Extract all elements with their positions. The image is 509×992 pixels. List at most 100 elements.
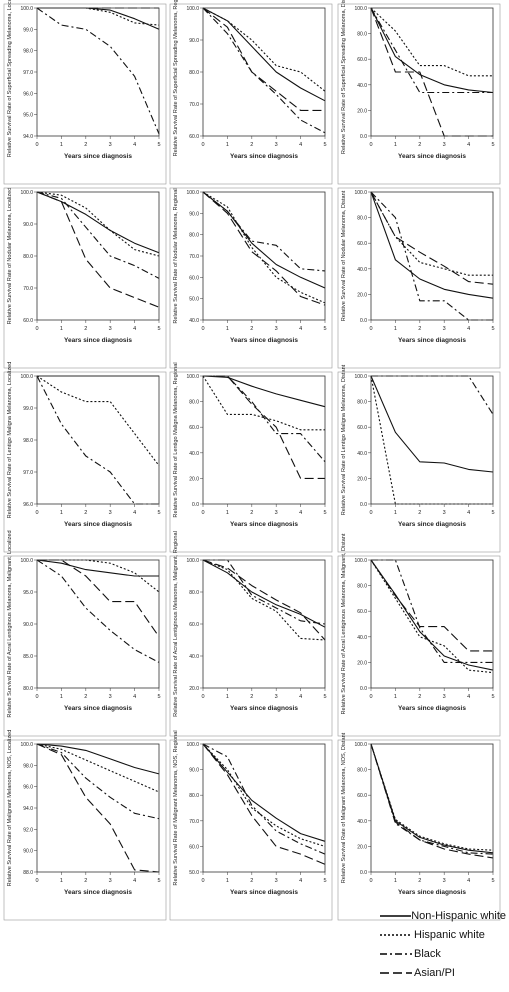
series-line bbox=[370, 191, 493, 276]
series-line bbox=[202, 191, 326, 306]
x-tick-label: 5 bbox=[323, 694, 326, 700]
y-tick-label: 80.0 bbox=[357, 216, 367, 222]
x-tick-label: 1 bbox=[60, 694, 63, 700]
y-tick-label: 100.0 bbox=[186, 190, 199, 196]
legend-item: Asian/PI bbox=[378, 963, 506, 982]
x-tick-label: 4 bbox=[133, 510, 136, 516]
series-line bbox=[202, 743, 326, 847]
x-tick-label: 3 bbox=[109, 694, 112, 700]
panel-border bbox=[337, 555, 501, 737]
y-tick-label: 100.0 bbox=[20, 6, 33, 12]
x-tick-label: 2 bbox=[250, 878, 253, 884]
x-tick-label: 2 bbox=[418, 878, 421, 884]
panel-border bbox=[3, 187, 167, 369]
x-tick-label: 2 bbox=[84, 142, 87, 148]
y-tick-label: 80.0 bbox=[357, 400, 367, 406]
x-tick-label: 1 bbox=[394, 510, 397, 516]
y-tick-label: 40.0 bbox=[357, 267, 367, 273]
legend-swatch bbox=[380, 914, 412, 917]
x-tick-label: 1 bbox=[60, 510, 63, 516]
x-axis-label: Years since diagnosis bbox=[230, 153, 298, 160]
y-tick-label: 70.0 bbox=[189, 819, 199, 825]
y-tick-label: 40.0 bbox=[189, 654, 199, 660]
x-tick-label: 5 bbox=[323, 510, 326, 516]
series-line bbox=[202, 191, 326, 289]
series-line bbox=[202, 743, 326, 865]
series-line bbox=[370, 559, 493, 652]
x-tick-label: 1 bbox=[394, 142, 397, 148]
x-tick-label: 2 bbox=[84, 510, 87, 516]
x-tick-label: 3 bbox=[109, 510, 112, 516]
y-tick-label: 100.0 bbox=[354, 742, 367, 748]
y-tick-label: 70.0 bbox=[189, 102, 199, 108]
y-tick-label: 20.0 bbox=[357, 844, 367, 850]
plot-frame bbox=[202, 375, 326, 505]
y-tick-label: 80.0 bbox=[189, 400, 199, 406]
y-tick-label: 97.0 bbox=[23, 70, 33, 76]
y-tick-label: 92.0 bbox=[23, 827, 33, 833]
y-tick-label: 40.0 bbox=[357, 83, 367, 89]
chart-panel-9: Relative Survival Rate of Lentigo Malign… bbox=[337, 364, 501, 553]
x-tick-label: 5 bbox=[491, 878, 494, 884]
x-tick-label: 1 bbox=[394, 694, 397, 700]
x-tick-label: 2 bbox=[84, 878, 87, 884]
y-tick-label: 40.0 bbox=[357, 635, 367, 641]
y-tick-label: 40.0 bbox=[189, 318, 199, 324]
y-axis-label: Relative Survival Rate of Malignant Mela… bbox=[173, 730, 179, 885]
panel-border bbox=[3, 3, 167, 185]
series-line bbox=[36, 559, 159, 577]
x-tick-label: 3 bbox=[109, 326, 112, 332]
y-tick-label: 20.0 bbox=[357, 292, 367, 298]
chart-panel-5: Relative Survival Rate of Nodular Melano… bbox=[169, 187, 333, 369]
y-tick-label: 0.0 bbox=[360, 686, 367, 692]
x-axis-label: Years since diagnosis bbox=[64, 337, 132, 344]
x-tick-label: 1 bbox=[226, 694, 229, 700]
x-axis-label: Years since diagnosis bbox=[230, 337, 298, 344]
panel-border bbox=[337, 739, 501, 921]
y-tick-label: 80.0 bbox=[189, 793, 199, 799]
y-tick-label: 20.0 bbox=[189, 476, 199, 482]
x-tick-label: 0 bbox=[201, 142, 204, 148]
x-axis-label: Years since diagnosis bbox=[230, 889, 298, 896]
y-tick-label: 60.0 bbox=[357, 57, 367, 63]
y-tick-label: 80.0 bbox=[357, 768, 367, 774]
y-tick-label: 60.0 bbox=[189, 622, 199, 628]
chart-panel-7: Relative Survival Rate of Lentigo Malign… bbox=[3, 362, 167, 553]
x-tick-label: 2 bbox=[250, 694, 253, 700]
x-tick-label: 2 bbox=[418, 510, 421, 516]
y-axis-label: Relative Survival Rate of Lentigo Malign… bbox=[173, 362, 179, 517]
x-tick-label: 3 bbox=[443, 142, 446, 148]
y-tick-label: 0.0 bbox=[192, 502, 199, 508]
series-line bbox=[36, 559, 160, 663]
y-tick-label: 100.0 bbox=[354, 374, 367, 380]
y-tick-label: 95.0 bbox=[23, 590, 33, 596]
series-line bbox=[203, 375, 325, 479]
y-tick-label: 20.0 bbox=[357, 476, 367, 482]
series-line bbox=[202, 375, 325, 431]
y-tick-label: 60.0 bbox=[23, 318, 33, 324]
x-tick-label: 0 bbox=[35, 510, 38, 516]
x-tick-label: 0 bbox=[369, 510, 372, 516]
series-line bbox=[202, 743, 326, 855]
y-axis-label: Relative Survival Rate of Acral Lentigin… bbox=[173, 531, 179, 717]
y-tick-label: 0.0 bbox=[360, 870, 367, 876]
y-tick-label: 70.0 bbox=[23, 286, 33, 292]
y-tick-label: 100.0 bbox=[354, 6, 367, 12]
series-line bbox=[37, 7, 160, 26]
series-line bbox=[36, 191, 160, 257]
y-tick-label: 94.0 bbox=[23, 806, 33, 812]
y-tick-label: 98.0 bbox=[23, 49, 33, 55]
y-tick-label: 100.0 bbox=[186, 558, 199, 564]
y-tick-label: 60.0 bbox=[189, 844, 199, 850]
x-tick-label: 2 bbox=[250, 326, 253, 332]
chart-panel-15: Relative Survival Rate of Malignant Mela… bbox=[337, 732, 501, 921]
x-tick-label: 4 bbox=[133, 878, 136, 884]
series-line bbox=[202, 7, 326, 102]
x-tick-label: 5 bbox=[323, 142, 326, 148]
plot-frame bbox=[202, 559, 326, 689]
series-line bbox=[370, 191, 493, 321]
panel-border bbox=[169, 739, 333, 921]
panel-border bbox=[337, 187, 501, 369]
y-tick-label: 100.0 bbox=[186, 742, 199, 748]
series-line bbox=[202, 375, 326, 408]
